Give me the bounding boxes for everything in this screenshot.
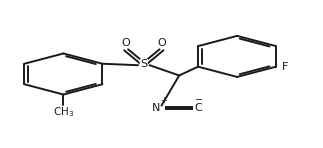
Text: S: S [140, 59, 147, 69]
Text: −: − [195, 95, 203, 105]
Text: N: N [151, 103, 160, 113]
Text: CH$_3$: CH$_3$ [53, 106, 74, 119]
Text: C: C [194, 103, 202, 113]
Text: +: + [160, 96, 167, 105]
Text: O: O [157, 38, 166, 48]
Text: O: O [122, 38, 130, 48]
Text: F: F [282, 62, 288, 72]
